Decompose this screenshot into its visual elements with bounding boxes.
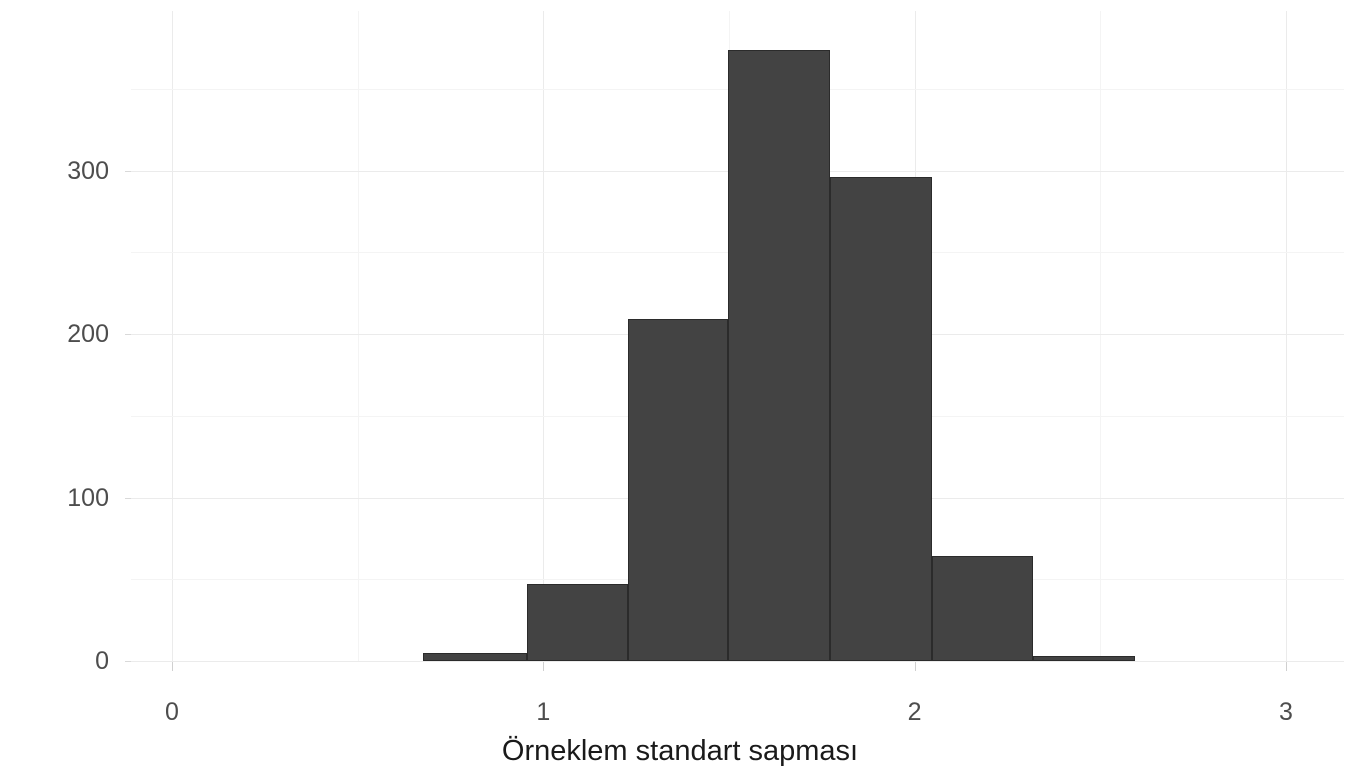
x-tick-mark [1285,662,1287,671]
histogram-bar [627,319,728,661]
x-tick-label: 0 [165,698,179,726]
y-tick-mark [125,661,131,662]
histogram-bar [422,652,527,661]
x-tick-mark [172,662,173,671]
y-tick-label: 0 [95,647,109,675]
x-tick-label: 1 [536,698,551,726]
y-tick-label: 100 [67,483,109,512]
y-tick-mark [125,497,131,499]
gridline-major-vertical [1285,11,1287,662]
gridline-major-vertical [172,11,173,662]
x-tick-mark [914,662,916,671]
y-tick-label: 200 [67,320,109,348]
y-tick-mark [125,170,131,172]
plot-panel [131,11,1344,662]
gridline-major-vertical [543,11,545,662]
x-tick-mark [543,662,545,671]
histogram-bar [1033,656,1136,661]
gridline-minor-vertical [357,11,359,662]
x-axis-title: Örneklem standart sapması [501,735,859,767]
gridline-minor-vertical [1100,11,1102,662]
x-tick-label: 3 [1278,698,1293,726]
x-tick-label: 2 [907,698,922,726]
histogram-bar [932,556,1034,661]
histogram-bar [526,584,628,661]
histogram-bar [829,177,933,661]
histogram-bar [727,49,830,661]
y-tick-mark [125,334,131,335]
y-tick-label: 300 [67,156,109,185]
gridline-major-horizontal [131,661,1344,662]
